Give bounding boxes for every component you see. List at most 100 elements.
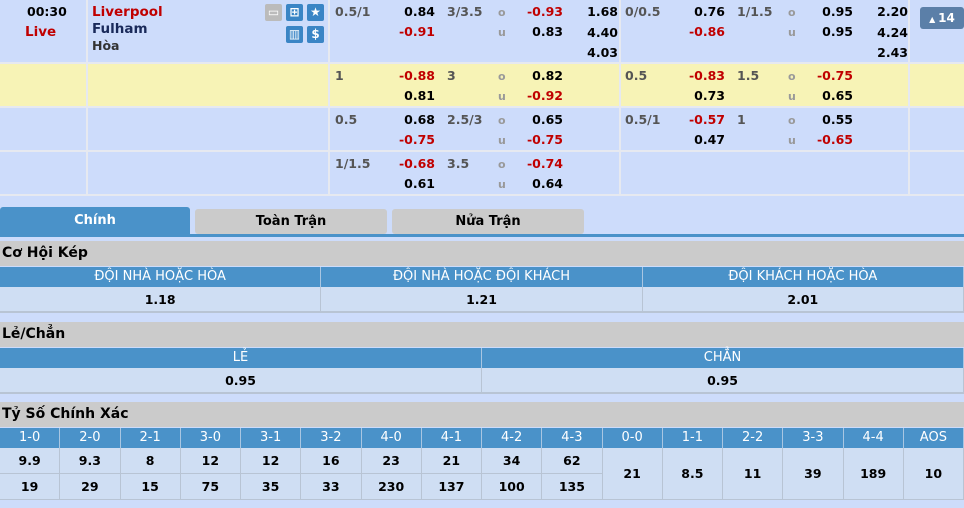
score-odds[interactable]: 12	[180, 448, 241, 474]
score-odds[interactable]: 75	[180, 474, 241, 500]
score-odds[interactable]: 8	[120, 448, 181, 474]
under-odds[interactable]: -0.75	[526, 132, 563, 147]
over-odds[interactable]: 0.95	[822, 4, 853, 19]
time-cell	[0, 0, 88, 62]
header-cell: ĐỘI NHÀ HOẶC ĐỘI KHÁCH	[321, 267, 643, 287]
over-label: o	[498, 6, 506, 19]
handicap-away-odds[interactable]: 0.73	[694, 88, 725, 103]
over-odds[interactable]: -0.93	[526, 4, 563, 19]
1x2-odds[interactable]: 1.68	[587, 4, 618, 19]
time-cell	[0, 152, 88, 194]
draw-score-odds[interactable]: 39	[783, 448, 844, 500]
over-odds[interactable]: 0.55	[822, 112, 853, 127]
score-odds[interactable]: 230	[361, 474, 422, 500]
score-odds[interactable]: 29	[60, 474, 121, 500]
odds-value[interactable]: 0.95	[0, 368, 482, 392]
draw-score-odds[interactable]: 8.5	[662, 448, 723, 500]
score-header: 1-0	[0, 428, 61, 448]
score-odds[interactable]: 34	[482, 448, 543, 474]
section-title-correct-score: Tỷ Số Chính Xác	[0, 402, 964, 427]
handicap-home-odds[interactable]: -0.57	[688, 112, 725, 127]
odds-row: 0.5 0.68 -0.75 2.5/3 o u 0.65 -0.75 0.5/1 -0.57 0.…	[0, 108, 964, 152]
handicap-away-odds[interactable]: -0.91	[398, 24, 435, 39]
under-odds[interactable]: 0.83	[532, 24, 563, 39]
score-odds[interactable]: 62	[542, 448, 603, 474]
score-odds[interactable]: 21	[421, 448, 482, 474]
field-icon[interactable]: ⊞	[286, 4, 303, 21]
over-label: o	[788, 6, 796, 19]
more-count: 14	[938, 11, 955, 25]
handicap-home-odds[interactable]: -0.68	[398, 156, 435, 171]
handicap-away-odds[interactable]: -0.75	[398, 132, 435, 147]
over-odds[interactable]: 0.82	[532, 68, 563, 83]
double-chance-values: 1.18 1.21 2.01	[0, 287, 964, 313]
star-icon[interactable]: ★	[307, 4, 324, 21]
handicap-away-odds[interactable]: 0.61	[404, 176, 435, 191]
tab-half-match[interactable]: Nửa Trận	[392, 209, 584, 234]
over-odds[interactable]: -0.75	[816, 68, 853, 83]
odds-value[interactable]: 1.21	[321, 287, 643, 311]
score-odds[interactable]: 35	[241, 474, 302, 500]
handicap-home-odds[interactable]: -0.83	[688, 68, 725, 83]
score-odds[interactable]: 16	[301, 448, 362, 474]
1x2-odds[interactable]: 2.43	[877, 45, 908, 60]
1x2-odds[interactable]: 4.03	[587, 45, 618, 60]
over-label: o	[788, 114, 796, 127]
tab-main[interactable]: Chính	[0, 207, 190, 234]
over-label: o	[498, 70, 506, 83]
score-odds[interactable]: 135	[542, 474, 603, 500]
score-odds[interactable]: 12	[241, 448, 302, 474]
handicap-away-odds[interactable]: -0.86	[688, 24, 725, 39]
handicap-home-odds[interactable]: 0.68	[404, 112, 435, 127]
under-odds[interactable]: 0.95	[822, 24, 853, 39]
full-time-cell	[330, 152, 621, 194]
score-odds[interactable]: 33	[301, 474, 362, 500]
under-odds[interactable]: 0.64	[532, 176, 563, 191]
under-label: u	[498, 178, 506, 191]
under-odds[interactable]: -0.92	[526, 88, 563, 103]
draw-score-odds[interactable]: 10	[903, 448, 964, 500]
score-header: 4-4	[843, 428, 904, 448]
stats-icon[interactable]: ▥	[286, 26, 303, 43]
header-cell: CHẲN	[482, 348, 964, 368]
under-label: u	[498, 134, 506, 147]
score-odds[interactable]: 19	[0, 474, 61, 500]
handicap-away-odds[interactable]: 0.81	[404, 88, 435, 103]
1x2-odds[interactable]: 4.24	[877, 24, 908, 40]
score-odds[interactable]: 9.9	[0, 448, 61, 474]
expand-more-button[interactable]: ▲ 14	[920, 7, 964, 29]
away-team[interactable]: Fulham	[92, 21, 148, 37]
odds-value[interactable]: 1.18	[0, 287, 322, 311]
under-odds[interactable]: 0.65	[822, 88, 853, 103]
score-odds[interactable]: 100	[482, 474, 543, 500]
half-time-cell	[621, 152, 910, 194]
odds-row: 1 -0.88 0.81 3 o u 0.82 -0.92 0.5 -0.83 0.73 1.5 o u -…	[0, 64, 964, 108]
over-under-line: 3/3.5	[447, 4, 483, 19]
score-odds[interactable]: 15	[120, 474, 181, 500]
handicap-away-odds[interactable]: 0.47	[694, 132, 725, 147]
draw-score-odds[interactable]: 189	[843, 448, 904, 500]
odds-value[interactable]: 0.95	[482, 368, 964, 392]
over-odds[interactable]: -0.74	[526, 156, 563, 171]
dollar-icon[interactable]: $	[307, 26, 324, 43]
score-odds[interactable]: 23	[361, 448, 422, 474]
score-odds[interactable]: 137	[421, 474, 482, 500]
over-odds[interactable]: 0.65	[532, 112, 563, 127]
tab-full-match[interactable]: Toàn Trận	[195, 209, 387, 234]
handicap-home-odds[interactable]: 0.76	[694, 4, 725, 19]
team-cell	[88, 152, 330, 194]
home-team[interactable]: Liverpool	[92, 4, 163, 20]
handicap-line: 0.5/1	[335, 4, 371, 19]
draw-score-odds[interactable]: 21	[602, 448, 663, 500]
1x2-odds[interactable]: 4.40	[587, 24, 618, 40]
odds-value[interactable]: 2.01	[643, 287, 964, 311]
full-time-cell	[330, 0, 621, 62]
score-header: AOS	[903, 428, 964, 448]
1x2-odds[interactable]: 2.20	[877, 4, 908, 19]
tv-icon[interactable]: ▭	[265, 4, 282, 21]
handicap-home-odds[interactable]: -0.88	[398, 68, 435, 83]
draw-score-odds[interactable]: 11	[723, 448, 784, 500]
handicap-home-odds[interactable]: 0.84	[404, 4, 435, 19]
score-odds[interactable]: 9.3	[60, 448, 121, 474]
under-odds[interactable]: -0.65	[816, 132, 853, 147]
